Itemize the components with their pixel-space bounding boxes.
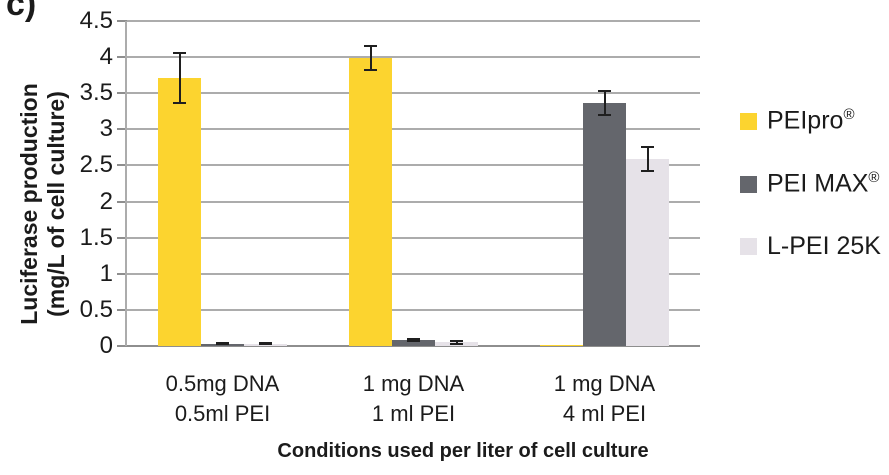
gridline-y-4.5 [127,20,700,22]
y-tick-label-0.5: 0.5 [79,295,113,323]
legend-swatch-l-pei-25k [740,237,757,255]
errorbar-cap-bottom-peipro-2 [363,68,377,71]
errorbar-cap-top-pei-max-2 [406,338,420,341]
tick-mark-2.5 [117,164,127,167]
bar-pei-max-3 [583,102,626,346]
y-tick-label-0: 0 [99,332,113,359]
tick-mark-0.5 [117,308,127,311]
legend-item-peipro: PEIpro® [740,104,855,138]
errorbar-pei-max-3 [603,89,606,116]
x-category-label-2-line1: 1 mg DNA [362,371,465,396]
errorbar-cap-bottom-pei-max-3 [597,113,611,116]
errorbar-cap-top-l-pei-25k-2 [449,340,463,343]
errorbar-cap-bottom-l-pei-25k-3 [640,169,654,172]
legend-label-peipro: PEIpro® [767,106,855,135]
bar-peipro-3 [540,345,583,346]
gridline-y-2 [127,200,700,203]
y-tick-label-4.5: 4.5 [79,7,113,34]
legend-item-l-pei-25k: L-PEI 25K [740,229,881,263]
x-category-label-1-line1: 0.5mg DNA [165,371,280,396]
x-category-label-3: 1 mg DNA 4 ml PEI [510,369,700,429]
gridline-y-1 [127,272,700,275]
tick-mark-3.5 [117,92,127,95]
y-axis-title-line1: Luciferase production [16,83,42,325]
x-axis-title: Conditions used per liter of cell cultur… [277,440,649,462]
x-category-label-1: 0.5mg DNA 0.5ml PEI [128,369,318,429]
y-tick-label-3: 3 [99,115,113,143]
errorbar-cap-top-pei-max-3 [597,89,611,92]
legend-label-pei-max: PEI MAX® [767,169,880,198]
y-axis-line [125,21,127,346]
y-tick-label-2: 2 [99,187,113,215]
errorbar-pei-max-2 [412,338,415,343]
gridline-y-4 [127,56,700,59]
bar-peipro-2 [349,57,392,346]
tick-mark-4 [117,56,127,59]
legend-swatch-pei-max [740,175,757,193]
y-tick-label-1: 1 [99,259,113,287]
errorbar-cap-top-peipro-2 [363,44,377,47]
y-tick-label-4: 4 [99,43,113,71]
errorbar-peipro-2 [369,44,372,71]
x-category-label-3-line1: 1 mg DNA [553,371,656,396]
x-category-label-1-line2: 0.5ml PEI [174,401,271,426]
tick-mark-2 [117,200,127,203]
bar-l-pei-25k-3 [626,158,669,346]
errorbar-cap-bottom-pei-max-1 [215,343,229,346]
legend-item-pei-max: PEI MAX® [740,167,879,201]
tick-mark-3 [117,128,127,131]
gridline-y-2.5 [127,164,700,167]
errorbar-peipro-1 [178,52,181,105]
bar-pei-max-2 [392,340,435,346]
x-category-label-2-line2: 1 ml PEI [371,401,456,426]
errorbar-l-pei-25k-3 [646,145,649,172]
panel-label: c) [6,0,37,23]
errorbar-cap-bottom-peipro-1 [172,102,186,105]
errorbar-cap-top-peipro-1 [172,52,186,55]
legend-swatch-peipro [740,112,757,130]
legend-label-l-pei-25k: L-PEI 25K [767,231,881,260]
x-category-label-3-line2: 4 ml PEI [562,401,647,426]
x-category-label-2: 1 mg DNA 1 ml PEI [319,369,509,429]
y-tick-label-3.5: 3.5 [79,79,113,107]
errorbar-cap-bottom-l-pei-25k-2 [449,342,463,345]
errorbar-cap-top-l-pei-25k-3 [640,145,654,148]
y-tick-label-2.5: 2.5 [79,151,113,179]
errorbar-l-pei-25k-2 [455,340,458,345]
gridline-y-1.5 [127,236,700,239]
errorbar-cap-bottom-pei-max-2 [406,340,420,343]
gridline-y-3 [127,128,700,131]
y-tick-label-1.5: 1.5 [79,223,113,251]
tick-mark-1.5 [117,236,127,239]
x-axis-line [127,345,700,347]
tick-mark-1 [117,272,127,275]
bar-peipro-1 [158,78,201,346]
tick-mark-0 [117,345,127,347]
gridline-y-3.5 [127,92,700,95]
tick-mark-4.5 [117,20,127,22]
gridline-y-0.5 [127,308,700,311]
errorbar-cap-bottom-l-pei-25k-1 [258,343,272,346]
